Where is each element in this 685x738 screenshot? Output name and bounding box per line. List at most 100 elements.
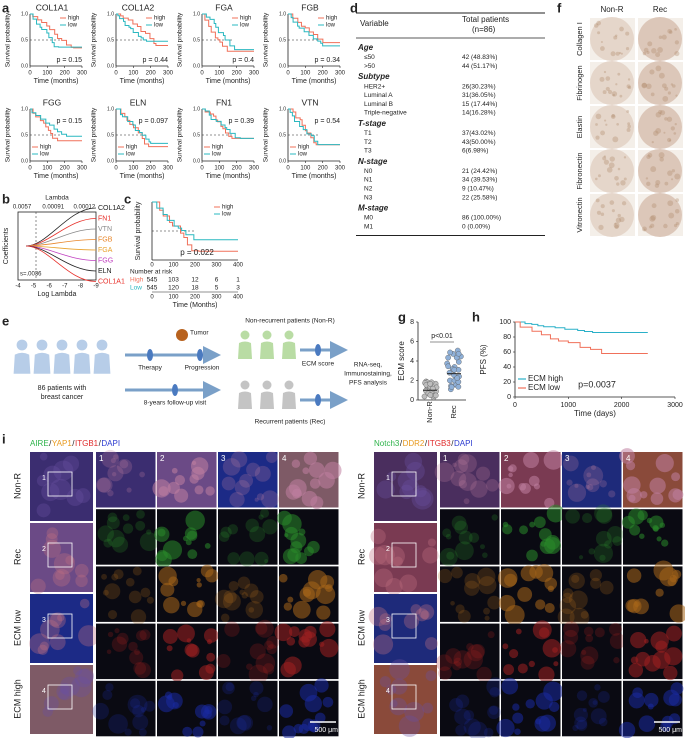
texture bbox=[598, 717, 608, 727]
stain-dot bbox=[619, 216, 625, 223]
dot bbox=[427, 381, 434, 387]
texture bbox=[108, 714, 128, 734]
texture bbox=[502, 521, 509, 528]
stain-dot bbox=[654, 183, 660, 188]
stain-dot bbox=[618, 51, 622, 55]
curve bbox=[202, 108, 254, 139]
label: Lambda bbox=[45, 195, 69, 202]
texture bbox=[509, 648, 519, 659]
table-cell: N1 bbox=[364, 177, 373, 184]
stain-dot bbox=[609, 200, 615, 205]
texture bbox=[286, 636, 296, 646]
texture bbox=[194, 485, 204, 495]
stain-dot bbox=[609, 156, 615, 162]
texture bbox=[134, 649, 140, 655]
x-axis-label: Time (months) bbox=[206, 78, 251, 85]
texture bbox=[110, 457, 116, 464]
dot bbox=[427, 392, 434, 398]
marker bbox=[197, 349, 203, 361]
x-axis-label: Time (months) bbox=[120, 78, 165, 85]
texture bbox=[618, 721, 636, 738]
texture bbox=[319, 638, 339, 658]
texture bbox=[229, 717, 247, 735]
stain-dot bbox=[597, 31, 601, 35]
legend-label: low bbox=[298, 152, 308, 158]
legend-label: high bbox=[222, 205, 233, 211]
texture bbox=[656, 536, 662, 542]
stain-dot bbox=[670, 126, 675, 131]
texture bbox=[482, 552, 488, 558]
x-tick-label: 400 bbox=[233, 295, 244, 301]
texture bbox=[262, 519, 278, 535]
table-cell: 42 (48.83%) bbox=[462, 54, 497, 61]
annotation: s=.0036 bbox=[20, 272, 42, 278]
texture bbox=[392, 556, 403, 567]
dot bbox=[455, 350, 462, 357]
scale-label: 500 μm bbox=[659, 727, 683, 734]
stain-dot bbox=[674, 51, 680, 57]
texture bbox=[410, 604, 422, 616]
texture bbox=[672, 489, 684, 500]
caption: RNA-seq, bbox=[354, 362, 382, 369]
curve bbox=[30, 108, 82, 142]
gene-label: FGA bbox=[98, 247, 113, 254]
texture bbox=[543, 450, 564, 470]
texture bbox=[122, 523, 134, 534]
curve bbox=[288, 108, 340, 146]
stain-dot bbox=[675, 221, 679, 226]
panel-label: g bbox=[398, 309, 406, 324]
texture bbox=[59, 676, 80, 697]
texture bbox=[113, 569, 124, 580]
stain-dot bbox=[659, 110, 666, 116]
texture bbox=[46, 527, 59, 540]
stain-label: / bbox=[72, 439, 75, 448]
scale-label: 500 μm bbox=[315, 727, 339, 734]
stain-dot bbox=[608, 162, 615, 169]
texture bbox=[56, 683, 74, 701]
texture bbox=[599, 554, 606, 561]
stain-dot bbox=[616, 122, 620, 126]
panel-label: b bbox=[2, 191, 10, 206]
stain-dot bbox=[674, 40, 680, 45]
texture bbox=[568, 572, 585, 590]
texture bbox=[43, 539, 62, 558]
texture bbox=[401, 479, 420, 497]
texture bbox=[498, 477, 515, 495]
stain-label: Notch3 bbox=[374, 439, 400, 448]
channel-image bbox=[562, 509, 622, 565]
stain-dot bbox=[600, 46, 605, 51]
table-header: (n=86) bbox=[472, 25, 496, 34]
table-cell: HER2+ bbox=[364, 83, 385, 90]
texture bbox=[192, 726, 204, 738]
stain-dot bbox=[675, 94, 678, 97]
tissue-core bbox=[638, 193, 682, 237]
stain-dot bbox=[600, 40, 603, 44]
texture bbox=[435, 654, 453, 672]
y-tick-label: 0.0 bbox=[279, 63, 286, 69]
stain-dot bbox=[627, 122, 631, 126]
stain-dot bbox=[603, 155, 606, 158]
texture bbox=[478, 576, 497, 595]
texture bbox=[222, 458, 241, 476]
texture bbox=[124, 728, 132, 736]
stain-dot bbox=[611, 209, 615, 213]
texture bbox=[97, 525, 114, 542]
texture bbox=[379, 613, 392, 626]
row-label: Fibronectin bbox=[575, 152, 584, 189]
texture bbox=[199, 720, 206, 727]
texture bbox=[255, 653, 276, 674]
stain-dot bbox=[617, 167, 621, 171]
y-tick-label: 60 bbox=[503, 349, 511, 356]
texture bbox=[41, 482, 60, 502]
texture bbox=[167, 481, 180, 495]
texture bbox=[253, 691, 259, 698]
column-label: 3 bbox=[565, 454, 570, 463]
tissue-core bbox=[638, 105, 682, 149]
texture bbox=[389, 697, 408, 716]
y-tick-label: 0.5 bbox=[21, 132, 28, 138]
stain-dot bbox=[667, 170, 673, 176]
x-tick-label: 300 bbox=[211, 295, 222, 301]
texture bbox=[58, 688, 70, 700]
texture bbox=[135, 520, 146, 531]
stain-dot bbox=[673, 223, 678, 228]
